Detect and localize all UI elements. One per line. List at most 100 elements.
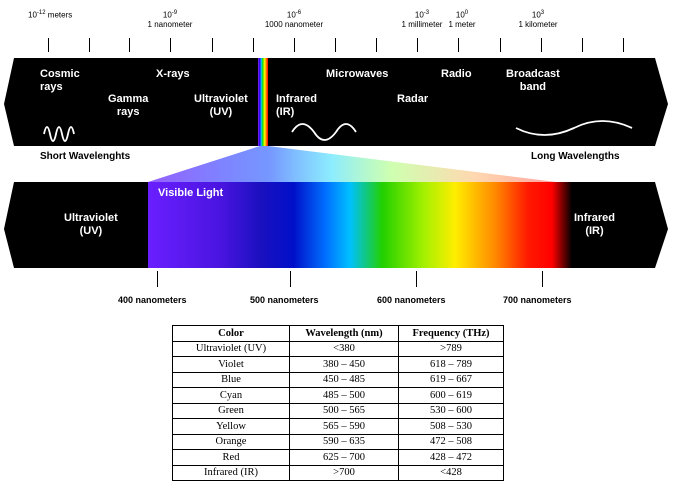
scale-tick: [376, 38, 377, 52]
scale-exp: -3: [423, 10, 430, 16]
scale-exp: -12: [36, 10, 46, 16]
cell-frequency: 530 – 600: [398, 402, 504, 419]
scale-tick: [500, 38, 501, 52]
scale-name: 1 kilometer: [518, 19, 558, 29]
visible-strip: [258, 58, 268, 146]
ir-fade: [552, 182, 572, 268]
scale-label-1e-12: 10-12 meters: [28, 9, 72, 20]
header-frequency: Frequency (THz): [398, 325, 504, 342]
band-label-gamma: Gamma rays: [108, 93, 149, 118]
table-row: Yellow 565 – 590 508 – 530: [172, 418, 504, 435]
cell-frequency: 472 – 508: [398, 433, 504, 450]
visible-fan: [148, 146, 556, 182]
scale-name: 1 millimeter: [401, 19, 443, 29]
scale-tick: [129, 38, 130, 52]
table-row: Violet 380 – 450 618 – 789: [172, 356, 504, 373]
scale-tick: [458, 38, 459, 52]
short-wavelengths-label: Short Wavelenghts: [40, 151, 131, 162]
scale-label-1e3: 103 1 kilometer: [508, 9, 568, 29]
band-label-radio: Radio: [441, 68, 472, 80]
nm-label-500: 500 nanometers: [250, 295, 319, 305]
band-label-infrared: Infrared (IR): [276, 93, 317, 118]
cell-color: Blue: [172, 371, 290, 388]
scale-label-1e-6: 10-6 1000 nanometer: [256, 9, 332, 29]
nm-tick: [290, 271, 291, 287]
cell-wavelength: 565 – 590: [289, 418, 399, 435]
table-header-row: Color Wavelength (nm) Frequency (THz): [172, 325, 504, 342]
wavelength-frequency-table: Color Wavelength (nm) Frequency (THz) Ul…: [172, 325, 504, 481]
scale-name: 1000 nanometer: [264, 19, 324, 29]
cell-wavelength: <380: [289, 340, 399, 357]
cell-wavelength: 485 – 500: [289, 387, 399, 404]
short-wave-icon: [43, 126, 75, 142]
cell-wavelength: 450 – 485: [289, 371, 399, 388]
scale-label-1e-3: 10-3 1 millimeter: [392, 9, 452, 29]
cell-frequency: 618 – 789: [398, 356, 504, 373]
table-row: Green 500 – 565 530 – 600: [172, 402, 504, 419]
band-label-ultraviolet: Ultraviolet (UV): [194, 93, 248, 118]
scale-exp: 0: [464, 10, 469, 16]
band-label-broadcast: Broadcast band: [506, 68, 560, 93]
cell-color: Red: [172, 449, 290, 466]
scale-tick: [335, 38, 336, 52]
band-label-xrays: X-rays: [156, 68, 190, 80]
scale-tick: [541, 38, 542, 52]
cell-frequency: >789: [398, 340, 504, 357]
scale-exp: -6: [295, 10, 302, 16]
nm-label-400: 400 nanometers: [118, 295, 187, 305]
scale-tick: [170, 38, 171, 52]
table-row: Infrared (IR) >700 <428: [172, 464, 504, 481]
scale-base: 10: [455, 10, 465, 20]
nm-label-600: 600 nanometers: [377, 295, 446, 305]
cell-color: Green: [172, 402, 290, 419]
scale-base: 10: [28, 10, 37, 20]
long-wave-icon: [515, 120, 633, 136]
scale-name: 1 nanometer: [147, 19, 193, 29]
cell-frequency: 600 – 619: [398, 387, 504, 404]
scale-tick: [48, 38, 49, 52]
scale-base: 10: [286, 10, 296, 20]
cell-frequency: 428 – 472: [398, 449, 504, 466]
band-label-radar: Radar: [397, 93, 429, 105]
scale-suffix: meters: [45, 10, 73, 20]
cell-frequency: 619 – 667: [398, 371, 504, 388]
cell-color: Yellow: [172, 418, 290, 435]
scale-base: 10: [414, 10, 424, 20]
table-row: Cyan 485 – 500 600 – 619: [172, 387, 504, 404]
cell-wavelength: 590 – 635: [289, 433, 399, 450]
scale-tick: [582, 38, 583, 52]
scale-tick: [417, 38, 418, 52]
cell-wavelength: 500 – 565: [289, 402, 399, 419]
cell-frequency: <428: [398, 464, 504, 481]
cell-color: Ultraviolet (UV): [172, 340, 290, 357]
cell-color: Orange: [172, 433, 290, 450]
visible-ir-label: Infrared (IR): [574, 212, 615, 237]
em-spectrum-band: [4, 58, 668, 146]
table-row: Orange 590 – 635 472 – 508: [172, 433, 504, 450]
scale-tick: [212, 38, 213, 52]
cell-wavelength: >700: [289, 464, 399, 481]
long-wavelengths-label: Long Wavelengths: [531, 151, 620, 162]
nm-tick: [157, 271, 158, 287]
scale-label-1e0: 100 1 meter: [442, 9, 482, 29]
medium-wave-icon: [291, 123, 357, 141]
scale-tick: [294, 38, 295, 52]
header-color: Color: [172, 325, 290, 342]
scale-name: 1 meter: [448, 19, 476, 29]
scale-exp: -9: [171, 10, 178, 16]
scale-base: 10: [531, 10, 541, 20]
cell-frequency: 508 – 530: [398, 418, 504, 435]
cell-color: Violet: [172, 356, 290, 373]
cell-wavelength: 380 – 450: [289, 356, 399, 373]
visible-uv-label: Ultraviolet (UV): [64, 212, 118, 237]
scale-label-1e-9: 10-9 1 nanometer: [140, 9, 200, 29]
band-label-microwaves: Microwaves: [326, 68, 389, 80]
scale-tick: [89, 38, 90, 52]
cell-wavelength: 625 – 700: [289, 449, 399, 466]
visible-gradient: [148, 182, 552, 268]
nm-label-700: 700 nanometers: [503, 295, 572, 305]
table-row: Red 625 – 700 428 – 472: [172, 449, 504, 466]
nm-tick: [416, 271, 417, 287]
band-label-cosmic: Cosmic rays: [40, 68, 80, 93]
